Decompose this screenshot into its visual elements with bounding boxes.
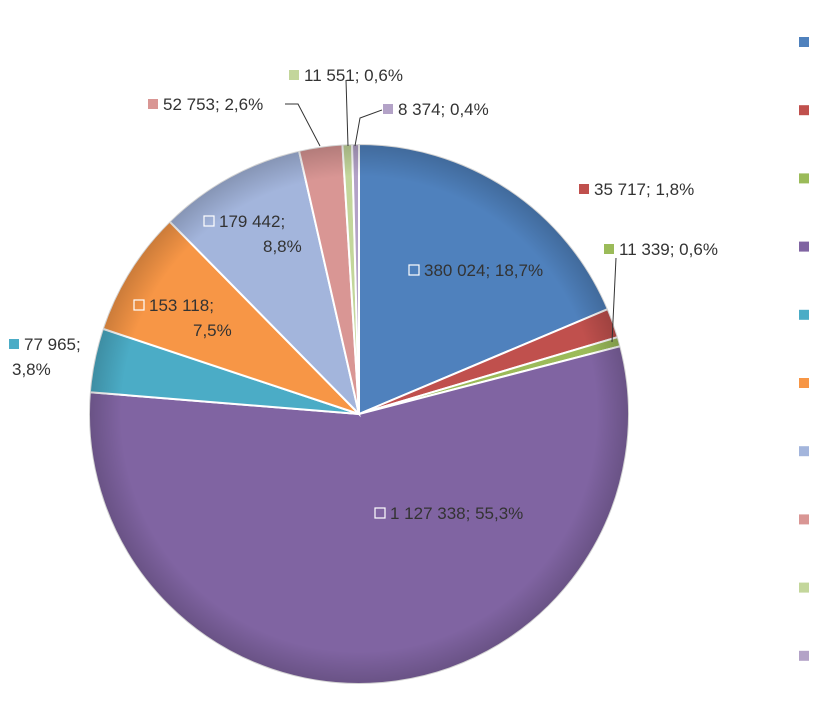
data-label-marker bbox=[383, 104, 393, 114]
legend-swatch bbox=[799, 241, 809, 252]
leader-line bbox=[285, 103, 321, 147]
leader-line bbox=[611, 257, 617, 343]
data-label-marker bbox=[289, 70, 299, 80]
pie-slices bbox=[88, 142, 630, 685]
data-label-marker bbox=[148, 99, 158, 109]
data-label: 1 127 338; 55,3% bbox=[374, 504, 523, 523]
legend-swatch bbox=[799, 309, 809, 320]
data-label-text: 77 965; 3,8% bbox=[12, 335, 81, 379]
data-label: 179 442; 8,8% bbox=[203, 212, 302, 256]
leader-lines bbox=[285, 79, 617, 343]
legend-swatch bbox=[799, 582, 809, 593]
data-label-text: 11 339; 0,6% bbox=[619, 240, 718, 259]
data-label: 380 024; 18,7% bbox=[408, 261, 543, 280]
data-label: 77 965; 3,8% bbox=[9, 335, 81, 379]
data-label: 153 118; 7,5% bbox=[133, 296, 232, 340]
data-label-marker bbox=[579, 184, 589, 194]
data-label-text: 11 551; 0,6% bbox=[304, 66, 403, 85]
data-label-marker bbox=[133, 299, 145, 311]
data-label: 35 717; 1,8% bbox=[579, 180, 694, 199]
leader-line bbox=[345, 79, 349, 147]
data-label-text: 52 753; 2,6% bbox=[163, 95, 263, 114]
data-label-text: 35 717; 1,8% bbox=[594, 180, 694, 199]
legend-swatch bbox=[799, 173, 809, 184]
data-label: 8 374; 0,4% bbox=[383, 100, 489, 119]
legend-swatch bbox=[799, 105, 809, 116]
data-label-marker bbox=[408, 264, 420, 276]
data-label-text: 1 127 338; 55,3% bbox=[390, 504, 523, 523]
data-label-text: 8 374; 0,4% bbox=[398, 100, 489, 119]
data-label: 11 339; 0,6% bbox=[604, 240, 718, 259]
legend-swatch bbox=[799, 514, 809, 525]
data-labels: 380 024; 18,7% 35 717; 1,8% 11 339; 0,6% 1 … bbox=[9, 66, 718, 523]
data-label: 52 753; 2,6% bbox=[148, 95, 263, 114]
legend bbox=[799, 37, 809, 661]
legend-swatch bbox=[799, 378, 809, 388]
data-label-text: 153 118; 7,5% bbox=[149, 296, 232, 340]
data-label-marker bbox=[604, 244, 614, 254]
data-label-marker bbox=[374, 507, 386, 519]
data-label-text: 179 442; 8,8% bbox=[219, 212, 302, 256]
leader-line bbox=[354, 109, 383, 147]
legend-swatch bbox=[799, 650, 809, 661]
data-label: 11 551; 0,6% bbox=[289, 66, 403, 85]
data-label-text: 380 024; 18,7% bbox=[424, 261, 543, 280]
legend-swatch bbox=[799, 37, 809, 47]
legend-swatch bbox=[799, 446, 809, 457]
data-label-marker bbox=[203, 215, 215, 227]
data-label-marker bbox=[9, 339, 19, 349]
